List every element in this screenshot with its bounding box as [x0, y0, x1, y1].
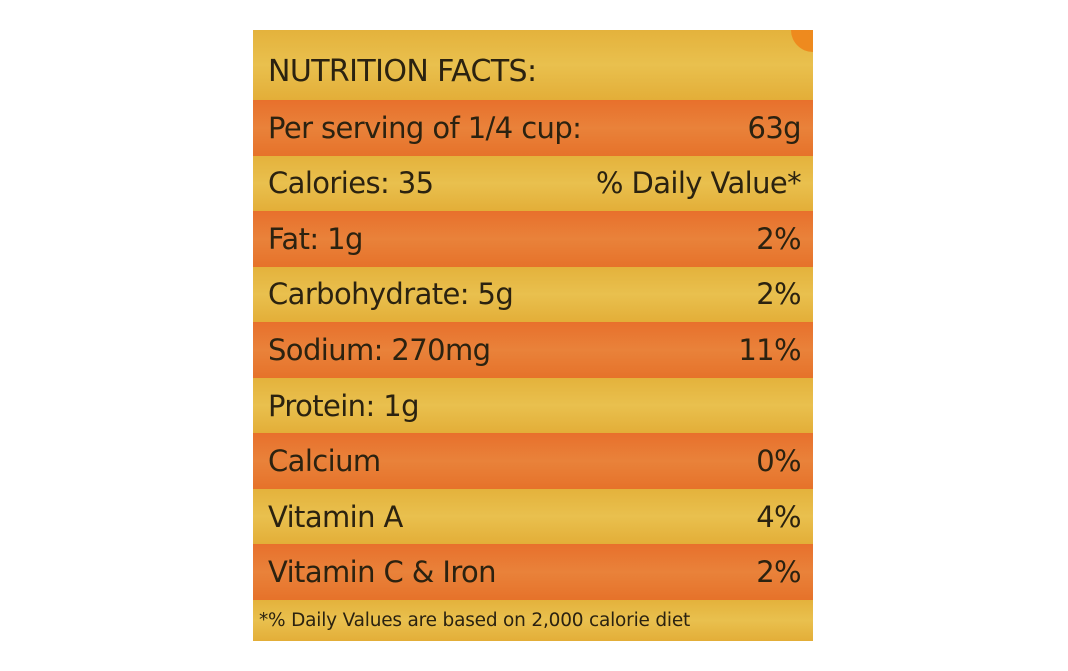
nutrient-name: Vitamin A [268, 499, 403, 534]
nutrient-value: 2% [756, 277, 801, 312]
nutrient-row: Sodium: 270mg 11% [253, 322, 813, 378]
nutrient-name: Protein: 1g [268, 388, 420, 423]
nutrient-row: Protein: 1g [253, 377, 813, 434]
nutrient-value: % Daily Value* [595, 166, 802, 201]
nutrient-row: Fat: 1g 2% [253, 211, 813, 267]
label-title: NUTRITION FACTS: [268, 53, 537, 89]
nutrient-name: Sodium: 270mg [268, 332, 491, 367]
nutrient-row: Per serving of 1/4 cup: 63g [253, 100, 813, 156]
footnote: *% Daily Values are based on 2,000 calor… [259, 610, 691, 631]
nutrient-value: 2% [756, 221, 801, 256]
footnote-row: *% Daily Values are based on 2,000 calor… [253, 600, 813, 641]
nutrition-label: NUTRITION FACTS: Per serving of 1/4 cup:… [253, 30, 813, 641]
nutrient-row: Calories: 35 % Daily Value* [253, 155, 813, 212]
nutrient-value: 11% [738, 332, 801, 367]
nutrient-name: Calcium [268, 444, 381, 479]
nutrient-name: Carbohydrate: 5g [268, 277, 514, 312]
nutrient-value: 2% [756, 555, 801, 590]
nutrient-row: Vitamin A 4% [253, 488, 813, 545]
label-title-row: NUTRITION FACTS: [253, 30, 813, 100]
nutrient-value: 0% [756, 444, 801, 479]
nutrient-row: Calcium 0% [253, 433, 813, 489]
nutrient-name: Per serving of 1/4 cup: [268, 110, 582, 145]
nutrient-value: 4% [756, 499, 801, 534]
nutrient-name: Fat: 1g [268, 221, 363, 256]
nutrient-name: Vitamin C & Iron [268, 555, 497, 590]
nutrient-name: Calories: 35 [268, 166, 434, 201]
nutrient-row: Carbohydrate: 5g 2% [253, 266, 813, 323]
nutrient-value: 63g [747, 110, 801, 145]
nutrient-row: Vitamin C & Iron 2% [253, 544, 813, 600]
